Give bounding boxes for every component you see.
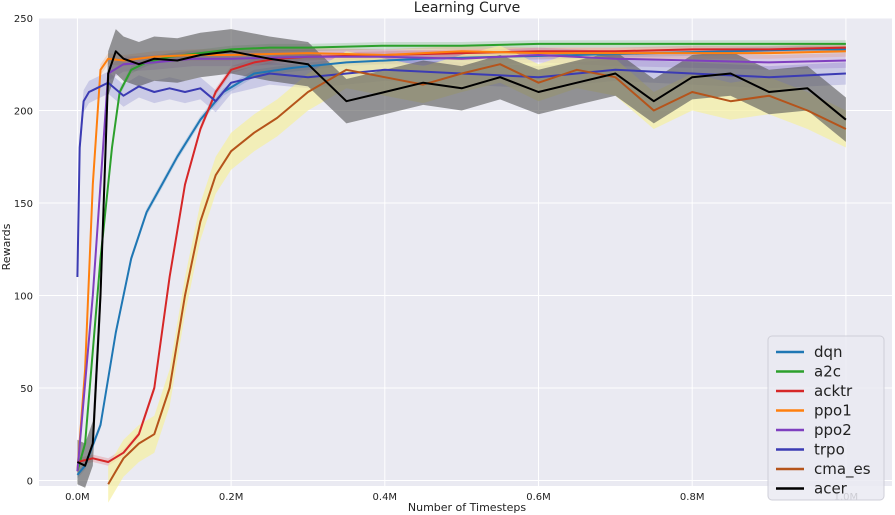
series-line-a2c bbox=[76, 42, 846, 472]
x-tick-label: 0.6M bbox=[526, 492, 551, 503]
series-line-cma-es bbox=[107, 63, 847, 485]
legend-label: trpo bbox=[814, 441, 845, 459]
legend-box bbox=[767, 335, 885, 501]
y-tick-label: 0 bbox=[27, 476, 33, 487]
legend-label: acktr bbox=[814, 382, 853, 400]
legend-label: ppo1 bbox=[814, 402, 852, 420]
y-tick-label: 250 bbox=[14, 14, 33, 25]
x-tick-label: 0.0M bbox=[65, 492, 90, 503]
x-tick-label: 0.8M bbox=[680, 492, 705, 503]
y-axis-label: Rewards bbox=[0, 223, 13, 270]
series-line-acer bbox=[76, 50, 847, 467]
series-line-acktr bbox=[77, 46, 846, 463]
y-tick-label: 200 bbox=[14, 106, 33, 117]
y-tick-label: 50 bbox=[20, 384, 33, 395]
chart-title: Learning Curve bbox=[414, 0, 521, 16]
y-tick-label: 150 bbox=[14, 199, 33, 210]
x-tick-label: 0.2M bbox=[219, 492, 244, 503]
series-line-ppo1 bbox=[76, 50, 846, 472]
x-axis-label: Number of Timesteps bbox=[408, 501, 526, 514]
band-acer bbox=[77, 29, 846, 488]
legend-label: ppo2 bbox=[814, 421, 852, 439]
legend-label: dqn bbox=[814, 343, 843, 361]
series-lines bbox=[76, 42, 847, 485]
legend-label: a2c bbox=[814, 363, 841, 381]
x-tick-label: 0.4M bbox=[373, 492, 398, 503]
y-axis-ticks: 0 50 100 150 200 250 bbox=[14, 14, 33, 487]
y-tick-label: 100 bbox=[14, 291, 33, 302]
legend-label: cma_es bbox=[814, 460, 871, 479]
legend-label: acer bbox=[814, 480, 848, 498]
series-line-ppo2 bbox=[76, 54, 846, 472]
